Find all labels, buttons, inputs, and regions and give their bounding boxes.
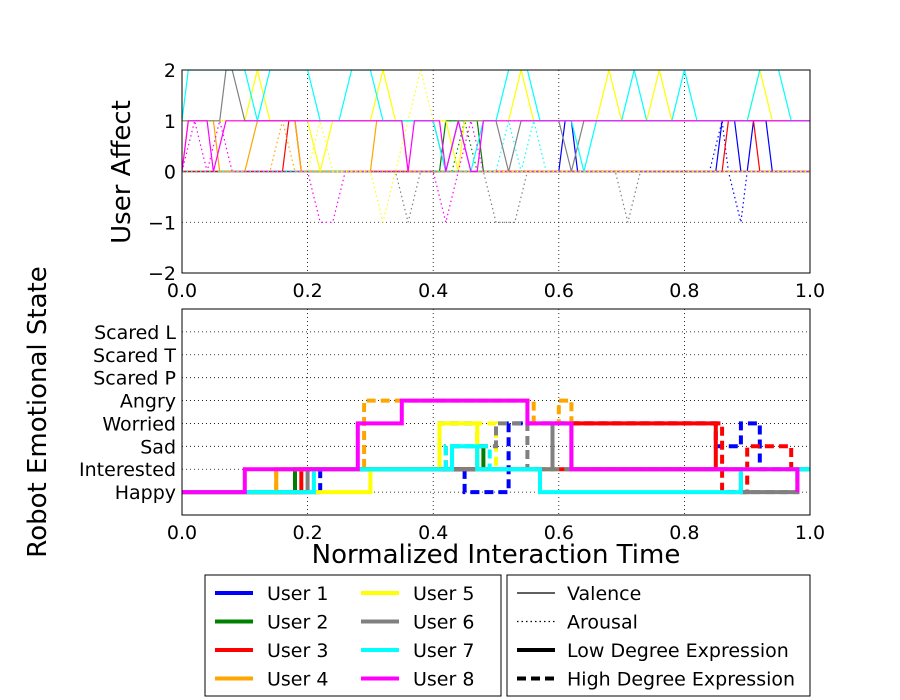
legend-label-user: User 6 [413, 612, 474, 634]
robot-emotional-state-panel: 0.0 0.2 0.4 0.6 0.8 1.0 HappyInterestedSadWorr… [23, 266, 825, 570]
bottom-ticks: 0.0 0.2 0.4 0.6 0.8 1.0 HappyInterestedSadWorr… [79, 322, 825, 544]
user-affect-panel: 0.0 0.2 0.4 0.6 0.8 1.0 −2 −1 0 1 2 User Affect [107, 60, 825, 302]
legend-label-style: Valence [567, 583, 641, 605]
robot-state-series [182, 398, 810, 495]
legend-label-user: User 7 [413, 640, 474, 662]
valence-line [182, 70, 810, 172]
legend-label-user: User 5 [413, 583, 474, 605]
legend-label-style: High Degree Expression [567, 669, 795, 691]
legend-label-user: User 1 [267, 583, 328, 605]
user-legend: User 1 User 2 User 3 User 4 User 5 User 6 User… [204, 574, 502, 697]
bottom-x-tick-label: 1.0 [795, 522, 825, 544]
state-tick-label: Interested [79, 459, 176, 481]
robot-emotional-state-axis-title: Robot Emotional State [23, 266, 53, 557]
top-y-tick-label: 0 [164, 162, 176, 184]
top-ticks: 0.0 0.2 0.4 0.6 0.8 1.0 −2 −1 0 1 2 [148, 60, 825, 302]
top-x-tick-label: 1.0 [795, 280, 825, 302]
top-x-tick-label: 0.4 [418, 280, 448, 302]
top-y-tick-label: 2 [164, 60, 176, 82]
high-degree-line [274, 398, 574, 493]
legend-label-user: User 2 [267, 612, 328, 634]
state-tick-label: Worried [102, 413, 176, 435]
style-legend-frame [506, 574, 811, 697]
top-x-tick-label: 0.6 [544, 280, 574, 302]
high-degree-line [443, 444, 540, 472]
top-plot-frame [181, 69, 811, 274]
low-degree-line [182, 421, 718, 495]
top-x-tick-label: 0.0 [167, 280, 197, 302]
state-tick-label: Scared P [93, 368, 176, 390]
user-legend-frame [204, 574, 502, 697]
valence-line [182, 120, 810, 173]
bottom-x-tick-label: 0.2 [292, 522, 322, 544]
bottom-plot-frame [181, 308, 811, 516]
legend-label-style: Low Degree Expression [567, 640, 789, 662]
x-axis-title: Normalized Interaction Time [312, 540, 681, 570]
legend-label-user: User 3 [267, 640, 328, 662]
bottom-x-tick-label: 0.8 [669, 522, 699, 544]
state-tick-label: Angry [120, 391, 176, 413]
low-degree-line [182, 398, 800, 495]
top-y-tick-label: −2 [148, 263, 176, 285]
line-style-legend: Valence Arousal Low Degree Expression High … [506, 574, 811, 697]
user-affect-series [182, 70, 810, 223]
arousal-line [182, 170, 810, 223]
state-tick-label: Scared T [93, 345, 176, 367]
bottom-x-tick-label: 0.6 [544, 522, 574, 544]
top-y-tick-label: 1 [164, 111, 176, 133]
top-y-tick-label: −1 [148, 212, 176, 234]
high-degree-line [443, 421, 810, 495]
bottom-x-tick-label: 0.0 [167, 522, 197, 544]
low-degree-line [182, 421, 559, 495]
state-tick-label: Sad [140, 436, 176, 458]
state-tick-label: Scared L [94, 322, 176, 344]
top-x-tick-label: 0.8 [669, 280, 699, 302]
legend-label-user: User 8 [413, 669, 474, 691]
top-x-tick-label: 0.2 [292, 280, 322, 302]
legend-label-style: Arousal [567, 612, 638, 634]
state-tick-label: Happy [115, 482, 176, 504]
bottom-x-tick-label: 0.4 [418, 522, 448, 544]
user-affect-axis-title: User Affect [107, 100, 137, 244]
legend-label-user: User 4 [267, 669, 328, 691]
